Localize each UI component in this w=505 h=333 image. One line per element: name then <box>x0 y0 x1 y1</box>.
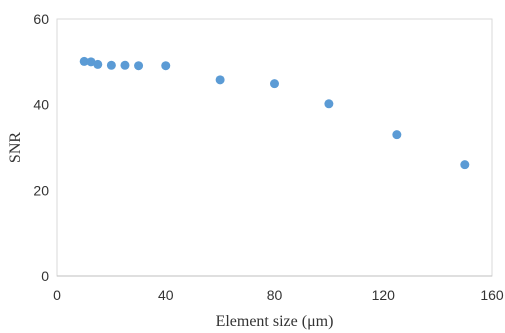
data-point <box>120 60 130 70</box>
data-point <box>161 61 171 71</box>
x-axis-title: Element size (μm) <box>216 313 334 330</box>
x-tick-label: 0 <box>53 287 61 303</box>
y-tick-label: 20 <box>33 182 49 198</box>
y-tick-label: 60 <box>33 11 49 27</box>
data-point <box>215 75 225 85</box>
x-tick-label: 40 <box>158 287 174 303</box>
data-point <box>86 57 96 67</box>
plot-area-frame <box>56 18 493 277</box>
x-tick-label: 80 <box>267 287 283 303</box>
data-point <box>134 61 144 71</box>
data-point <box>79 56 89 66</box>
data-point <box>270 79 279 89</box>
data-point <box>460 160 470 170</box>
data-point <box>93 59 103 69</box>
data-point <box>324 99 334 109</box>
data-point <box>106 60 116 70</box>
x-axis-ticks: 0 40 80 120 160 <box>53 287 504 303</box>
y-tick-label: 40 <box>33 97 49 113</box>
x-tick-label: 120 <box>372 287 396 303</box>
data-points <box>79 56 470 170</box>
y-tick-label: 0 <box>41 268 49 284</box>
data-point <box>392 130 402 140</box>
x-tick-label: 160 <box>480 287 504 303</box>
y-axis-title: SNR <box>7 132 24 163</box>
y-axis-ticks: 0 20 40 60 <box>33 11 49 284</box>
